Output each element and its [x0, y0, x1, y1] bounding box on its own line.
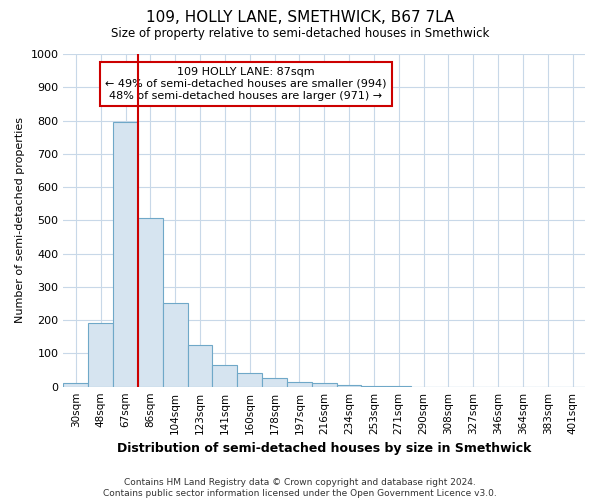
Bar	[312, 384, 337, 386]
Bar	[262, 378, 287, 386]
Bar	[88, 323, 113, 386]
Bar	[237, 373, 262, 386]
Y-axis label: Number of semi-detached properties: Number of semi-detached properties	[15, 118, 25, 324]
Bar	[138, 218, 163, 386]
Bar	[64, 384, 88, 386]
X-axis label: Distribution of semi-detached houses by size in Smethwick: Distribution of semi-detached houses by …	[117, 442, 532, 455]
Bar	[113, 122, 138, 386]
Bar	[337, 385, 361, 386]
Bar	[287, 382, 312, 386]
Text: 109 HOLLY LANE: 87sqm
← 49% of semi-detached houses are smaller (994)
48% of sem: 109 HOLLY LANE: 87sqm ← 49% of semi-deta…	[105, 68, 387, 100]
Bar	[188, 345, 212, 387]
Text: Size of property relative to semi-detached houses in Smethwick: Size of property relative to semi-detach…	[111, 28, 489, 40]
Text: 109, HOLLY LANE, SMETHWICK, B67 7LA: 109, HOLLY LANE, SMETHWICK, B67 7LA	[146, 10, 454, 25]
Text: Contains HM Land Registry data © Crown copyright and database right 2024.
Contai: Contains HM Land Registry data © Crown c…	[103, 478, 497, 498]
Bar	[163, 303, 188, 386]
Bar	[212, 366, 237, 386]
